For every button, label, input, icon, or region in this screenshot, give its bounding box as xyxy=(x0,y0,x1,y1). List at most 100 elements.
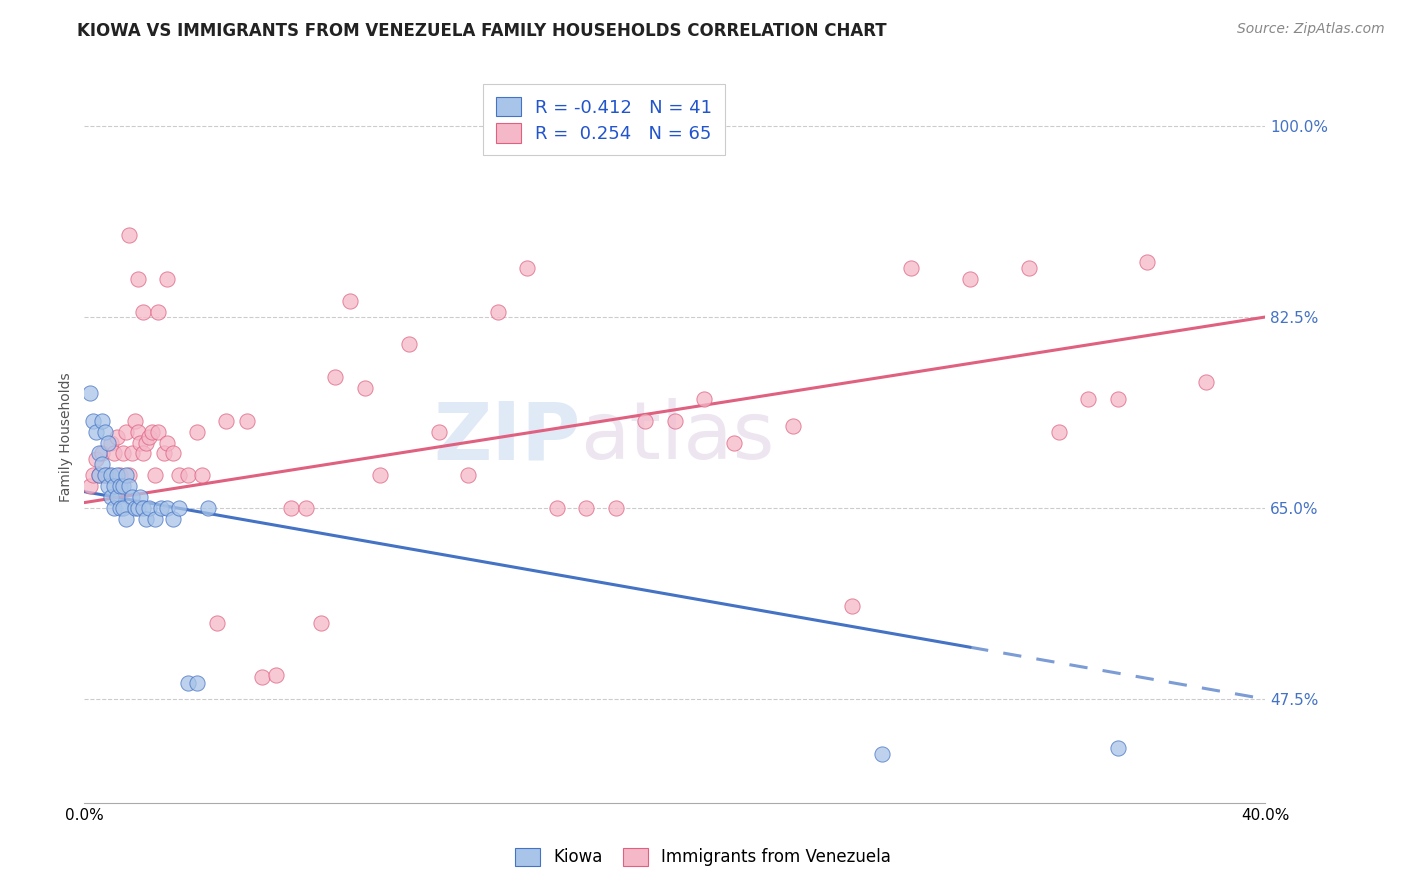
Point xyxy=(575,501,598,516)
Point xyxy=(135,512,157,526)
Point xyxy=(103,479,125,493)
Point xyxy=(127,501,149,516)
Point xyxy=(197,501,219,516)
Point xyxy=(94,425,117,439)
Point xyxy=(236,414,259,428)
Point xyxy=(105,468,128,483)
Point xyxy=(354,381,377,395)
Point xyxy=(167,468,190,483)
Point xyxy=(91,414,114,428)
Text: atlas: atlas xyxy=(581,398,775,476)
Point xyxy=(121,490,143,504)
Point xyxy=(959,272,981,286)
Point xyxy=(309,615,332,630)
Point xyxy=(87,468,111,483)
Point xyxy=(486,304,509,318)
Point xyxy=(368,468,391,483)
Point xyxy=(118,228,141,243)
Point xyxy=(138,501,160,516)
Text: Source: ZipAtlas.com: Source: ZipAtlas.com xyxy=(1237,22,1385,37)
Point xyxy=(87,446,111,460)
Point xyxy=(457,468,479,483)
Point xyxy=(191,468,214,483)
Point xyxy=(91,446,114,460)
Point xyxy=(167,501,190,516)
Point xyxy=(207,615,229,630)
Point xyxy=(664,414,686,428)
Point xyxy=(1136,255,1159,269)
Point xyxy=(84,451,107,466)
Point xyxy=(177,675,200,690)
Point xyxy=(143,468,166,483)
Point xyxy=(186,675,208,690)
Point xyxy=(280,501,302,516)
Point xyxy=(427,425,450,439)
Point xyxy=(124,414,146,428)
Point xyxy=(100,468,122,483)
Text: ZIP: ZIP xyxy=(433,398,581,476)
Point xyxy=(108,479,131,493)
Point xyxy=(782,419,804,434)
Point xyxy=(156,435,179,450)
Point xyxy=(132,446,155,460)
Point xyxy=(339,293,361,308)
Point xyxy=(148,304,170,318)
Legend: Kiowa, Immigrants from Venezuela: Kiowa, Immigrants from Venezuela xyxy=(509,841,897,873)
Point xyxy=(1107,392,1129,406)
Point xyxy=(100,435,122,450)
Point xyxy=(150,501,173,516)
Point xyxy=(148,425,170,439)
Point xyxy=(143,512,166,526)
Point xyxy=(111,501,134,516)
Point xyxy=(100,490,122,504)
Point xyxy=(841,599,863,614)
Point xyxy=(84,425,107,439)
Point xyxy=(266,668,288,682)
Point xyxy=(186,425,208,439)
Point xyxy=(129,435,152,450)
Point xyxy=(108,468,131,483)
Point xyxy=(105,490,128,504)
Point xyxy=(127,272,149,286)
Point xyxy=(516,260,538,275)
Point xyxy=(693,392,716,406)
Point xyxy=(129,490,152,504)
Point xyxy=(79,386,101,401)
Point xyxy=(723,435,745,450)
Point xyxy=(156,501,179,516)
Point xyxy=(105,430,128,444)
Point xyxy=(135,435,157,450)
Point xyxy=(398,337,420,351)
Point xyxy=(111,479,134,493)
Point xyxy=(91,458,114,472)
Point xyxy=(325,370,347,384)
Point xyxy=(1107,741,1129,756)
Point xyxy=(97,468,120,483)
Point xyxy=(121,446,143,460)
Point xyxy=(153,446,176,460)
Point xyxy=(1018,260,1040,275)
Point xyxy=(103,446,125,460)
Point xyxy=(132,501,155,516)
Point xyxy=(156,272,179,286)
Point xyxy=(132,304,155,318)
Point xyxy=(138,430,160,444)
Point xyxy=(870,747,893,761)
Point xyxy=(295,501,318,516)
Point xyxy=(124,501,146,516)
Point xyxy=(114,512,136,526)
Point xyxy=(1195,376,1218,390)
Point xyxy=(97,435,120,450)
Point xyxy=(118,468,141,483)
Point xyxy=(87,468,111,483)
Point xyxy=(103,501,125,516)
Point xyxy=(215,414,238,428)
Point xyxy=(177,468,200,483)
Y-axis label: Family Households: Family Households xyxy=(59,372,73,502)
Point xyxy=(82,468,104,483)
Point xyxy=(634,414,657,428)
Text: KIOWA VS IMMIGRANTS FROM VENEZUELA FAMILY HOUSEHOLDS CORRELATION CHART: KIOWA VS IMMIGRANTS FROM VENEZUELA FAMIL… xyxy=(77,22,887,40)
Point xyxy=(97,479,120,493)
Point xyxy=(108,501,131,516)
Point xyxy=(162,512,184,526)
